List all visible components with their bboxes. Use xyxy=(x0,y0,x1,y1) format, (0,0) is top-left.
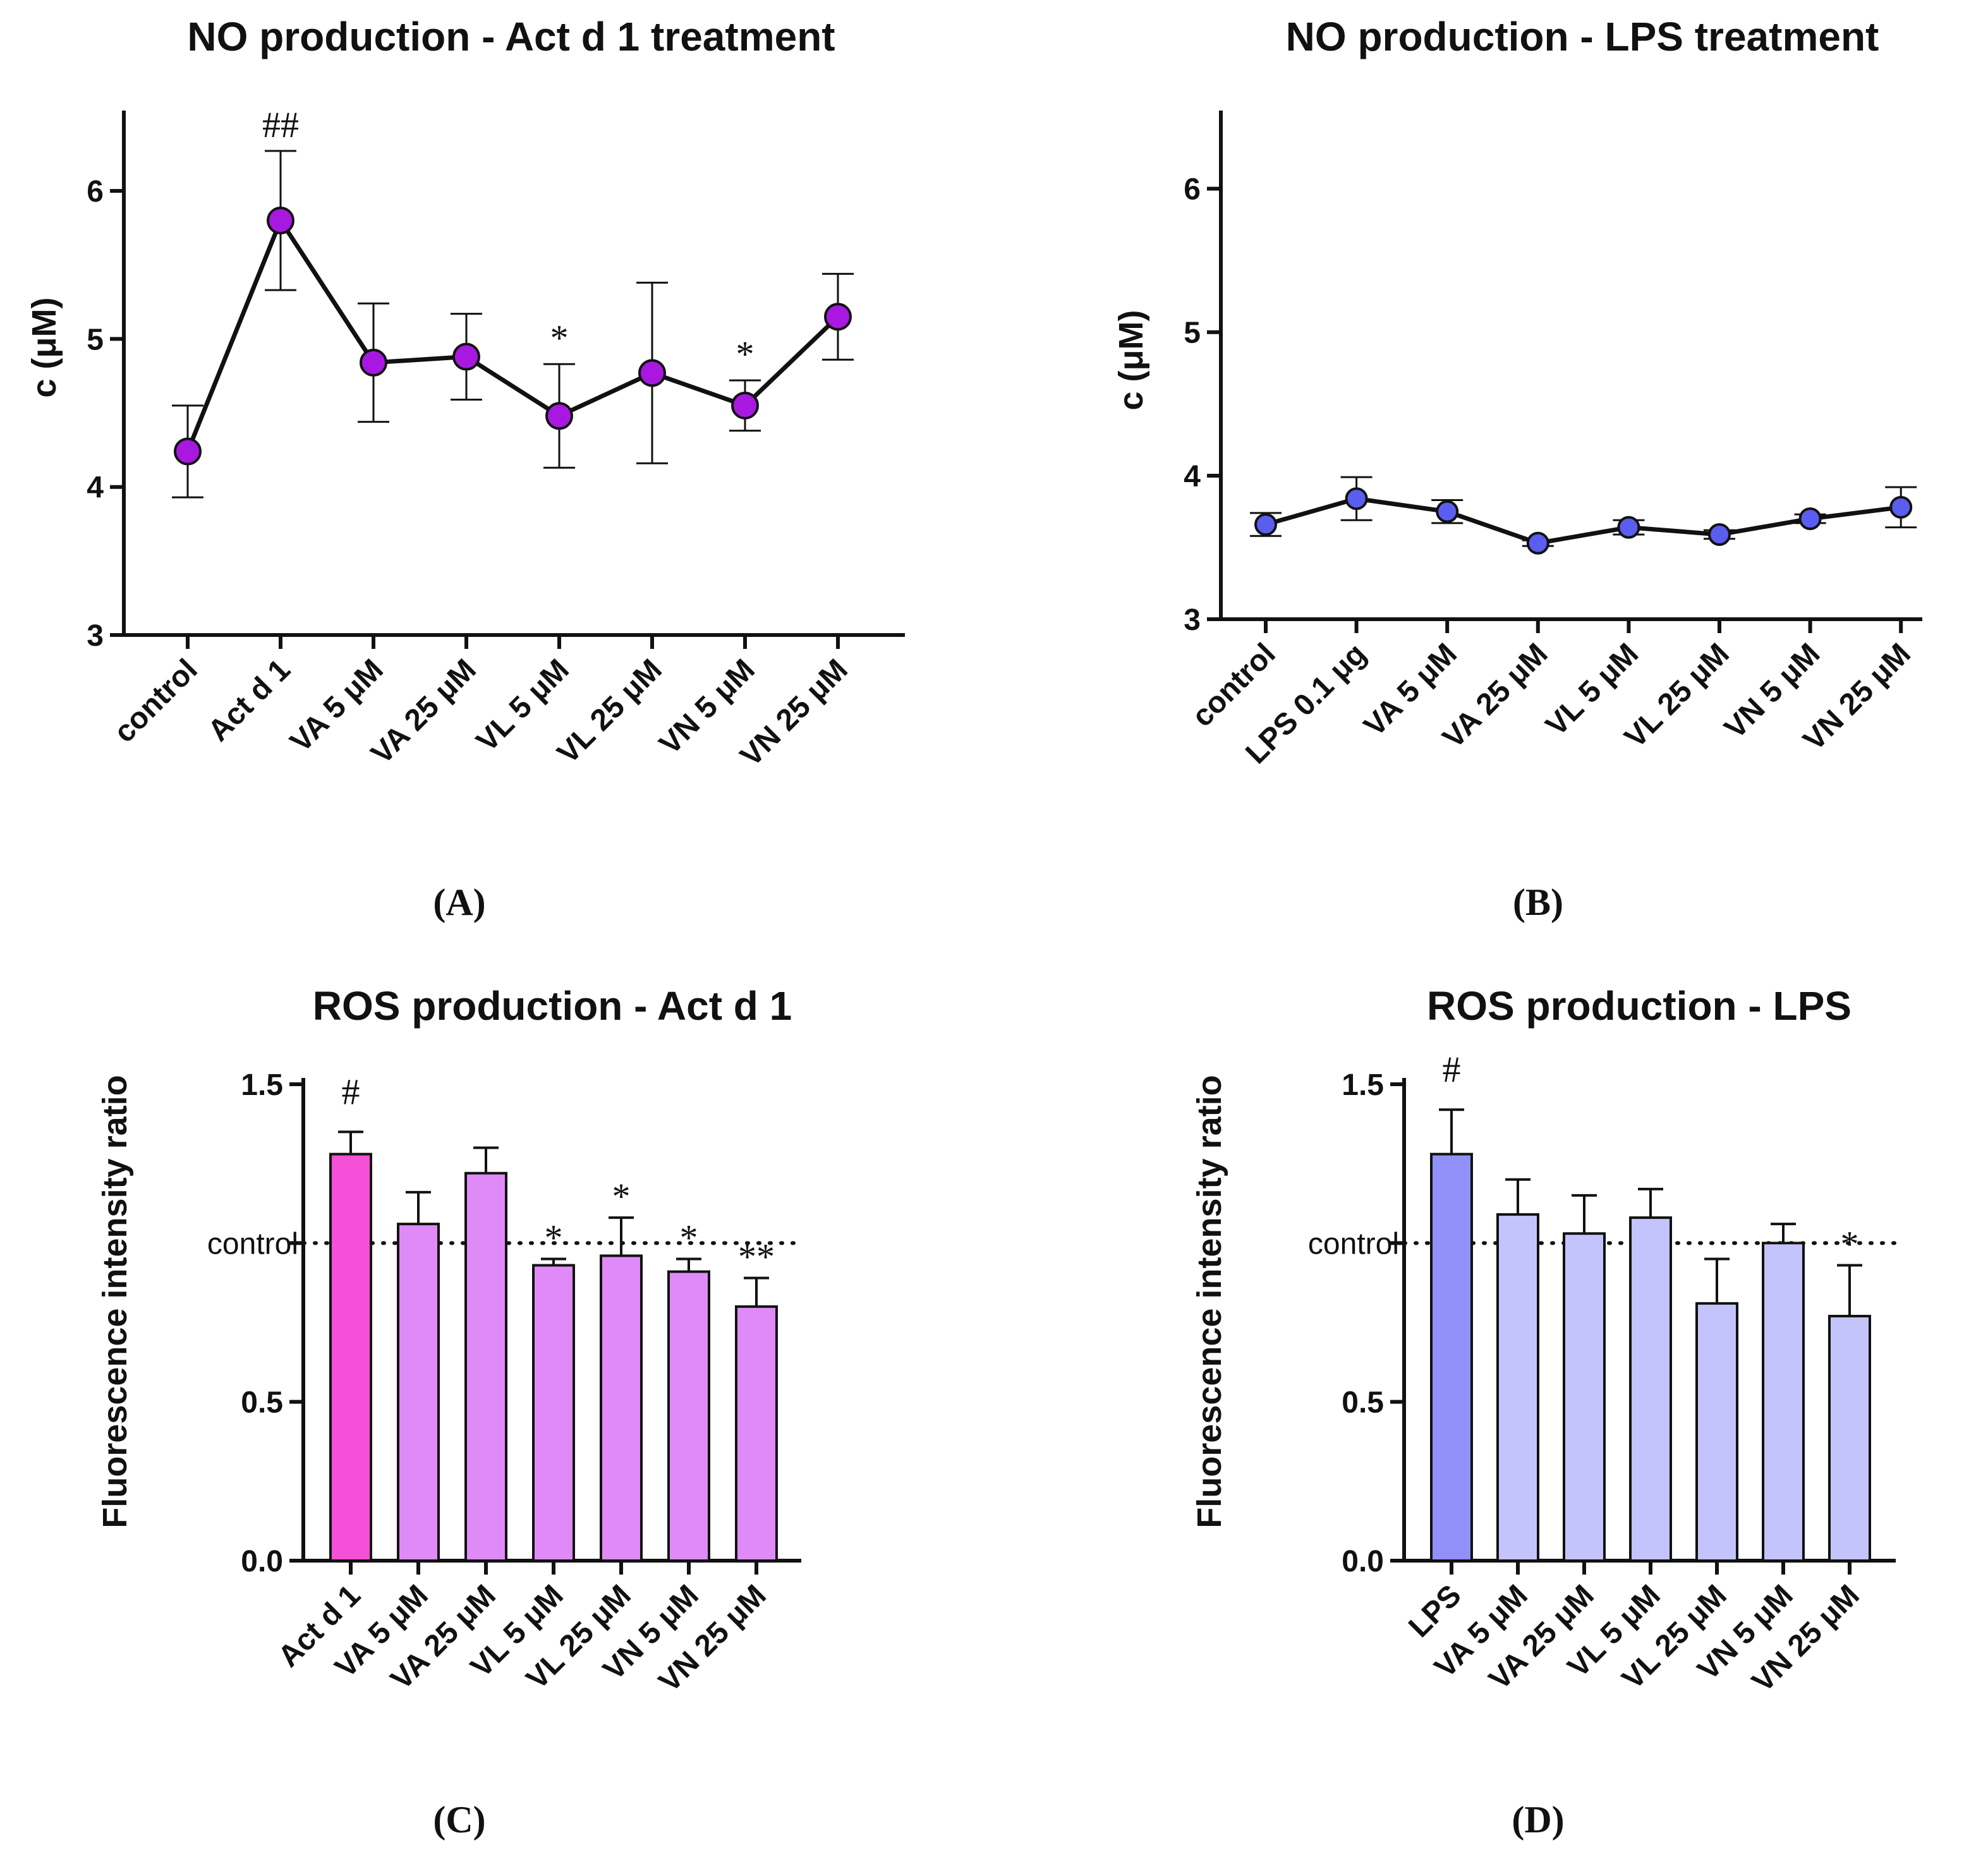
chart-c-annotation: * xyxy=(612,1176,631,1217)
chart-d-reference-label: control xyxy=(1308,1227,1399,1261)
chart-b-marks xyxy=(1207,111,1922,633)
panel-b: NO production - LPS treatment c (μM) 3 4… xyxy=(1112,14,1922,923)
chart-a-annotation: * xyxy=(736,334,755,375)
chart-a-data-point xyxy=(360,348,387,377)
chart-b-data-point xyxy=(1526,531,1549,555)
chart-d-bar xyxy=(1496,1213,1539,1563)
chart-b-data-point xyxy=(1708,523,1731,546)
chart-a-marks xyxy=(110,111,905,649)
chart-d-bar xyxy=(1828,1314,1871,1563)
chart-a-category-label: Act d 1 xyxy=(202,653,297,748)
chart-c-annotations: # * * * ** xyxy=(342,1071,775,1277)
chart-d-marks xyxy=(1390,1078,1898,1575)
chart-b-ytick-labels: 3 4 5 6 xyxy=(1184,173,1201,637)
chart-a-data-point xyxy=(731,391,759,420)
chart-c-bar xyxy=(667,1270,710,1563)
chart-c-bar xyxy=(329,1152,372,1562)
chart-b-data-point xyxy=(1345,487,1368,511)
chart-d-bar xyxy=(1563,1232,1606,1562)
chart-c-marks xyxy=(289,1078,803,1575)
chart-a-series-line xyxy=(185,218,840,452)
chart-b-ytick-label: 4 xyxy=(1184,460,1201,493)
chart-d-bar xyxy=(1695,1302,1738,1563)
chart-a-annotations: ## * * xyxy=(262,104,755,375)
chart-c-ylabel: Fluorescence intensity ratio xyxy=(96,1075,134,1528)
chart-c-bar xyxy=(735,1305,778,1563)
chart-a-panel-label: (A) xyxy=(433,881,485,923)
chart-a-data-point xyxy=(267,207,294,234)
chart-d-ytick-label: 0.5 xyxy=(1342,1386,1384,1420)
chart-b-title: NO production - LPS treatment xyxy=(1286,14,1879,59)
chart-c-bar xyxy=(532,1264,575,1563)
chart-b-data-point xyxy=(1798,507,1822,530)
chart-c-bar xyxy=(600,1254,643,1562)
chart-d-category-labels: LPS VA 5 μM VA 25 μM VL 5 μM VL 25 μM VN… xyxy=(1402,1578,1865,1698)
chart-c-ytick-label: 1.5 xyxy=(241,1068,283,1102)
chart-b-ytick-label: 5 xyxy=(1184,317,1201,350)
chart-b-ylabel: c (μM) xyxy=(1112,310,1150,410)
chart-d-ytick-labels: 0.0 0.5 1.5 xyxy=(1342,1068,1384,1578)
chart-a-ylabel: c (μM) xyxy=(25,297,63,397)
chart-c-panel-label: (C) xyxy=(433,1799,485,1841)
chart-a-ytick-labels: 3 4 5 6 xyxy=(87,175,104,653)
chart-a-ytick-label: 3 xyxy=(87,619,104,653)
chart-b-data-point xyxy=(1254,513,1277,536)
chart-d-bar xyxy=(1762,1242,1805,1563)
chart-b-data-point xyxy=(1436,500,1459,523)
chart-b-data-point xyxy=(1617,516,1640,539)
chart-d-annotations: # * xyxy=(1443,1049,1859,1264)
chart-c-bar xyxy=(397,1223,440,1562)
panel-d: ROS production - LPS Fluorescence intens… xyxy=(1191,983,1898,1841)
chart-c-bar xyxy=(464,1171,507,1563)
panel-a: NO production - Act d 1 treatment c (μM)… xyxy=(25,14,905,923)
chart-a-annotation: * xyxy=(550,317,569,358)
chart-c-annotation: # xyxy=(342,1071,360,1112)
chart-a-ytick-label: 4 xyxy=(87,471,104,505)
chart-d-title: ROS production - LPS xyxy=(1427,983,1852,1029)
chart-c-title: ROS production - Act d 1 xyxy=(313,983,792,1029)
chart-c-ytick-label: 0.5 xyxy=(241,1386,283,1420)
chart-d-ylabel: Fluorescence intensity ratio xyxy=(1191,1075,1228,1528)
chart-a-annotation: ## xyxy=(262,104,299,145)
chart-d-panel-label: (D) xyxy=(1512,1799,1564,1841)
chart-a-ytick-label: 6 xyxy=(87,175,104,209)
chart-a-ytick-label: 5 xyxy=(87,323,104,356)
chart-d-annotation: # xyxy=(1443,1049,1461,1090)
chart-b-ytick-label: 3 xyxy=(1184,603,1201,637)
chart-a-data-point xyxy=(452,342,480,371)
chart-d-bar xyxy=(1629,1216,1672,1562)
chart-b-category-labels: control LPS 0.1 μg VA 5 μM VA 25 μM VL 5… xyxy=(1185,637,1917,770)
chart-d-ytick-label: 0.0 xyxy=(1342,1545,1384,1578)
chart-c-reference-label: control xyxy=(207,1227,298,1261)
chart-d-bar xyxy=(1430,1152,1473,1562)
chart-a-data-point xyxy=(824,303,852,331)
panel-c: ROS production - Act d 1 Fluorescence in… xyxy=(96,983,803,1841)
chart-b-series-line xyxy=(1265,496,1901,546)
chart-c-category-labels: Act d 1 VA 5 μM VA 25 μM VL 5 μM VL 25 μ… xyxy=(272,1578,773,1698)
chart-a-data-point xyxy=(638,359,666,387)
chart-c-ytick-labels: 0.0 0.5 1.5 xyxy=(241,1068,283,1578)
chart-d-ytick-label: 1.5 xyxy=(1342,1068,1384,1102)
chart-a-data-point xyxy=(174,437,202,466)
chart-a-title: NO production - Act d 1 treatment xyxy=(187,14,835,59)
chart-a-category-label: control xyxy=(107,653,203,749)
chart-a-data-point xyxy=(545,402,573,430)
chart-c-annotation: * xyxy=(680,1217,698,1258)
chart-b-ytick-label: 6 xyxy=(1184,173,1201,207)
chart-b-data-point xyxy=(1889,495,1913,519)
chart-a-category-labels: control Act d 1 VA 5 μM VA 25 μM VL 5 μM… xyxy=(107,653,854,773)
chart-c-annotation: * xyxy=(545,1217,563,1258)
chart-b-panel-label: (B) xyxy=(1513,881,1563,923)
chart-c-ytick-label: 0.0 xyxy=(241,1545,283,1578)
